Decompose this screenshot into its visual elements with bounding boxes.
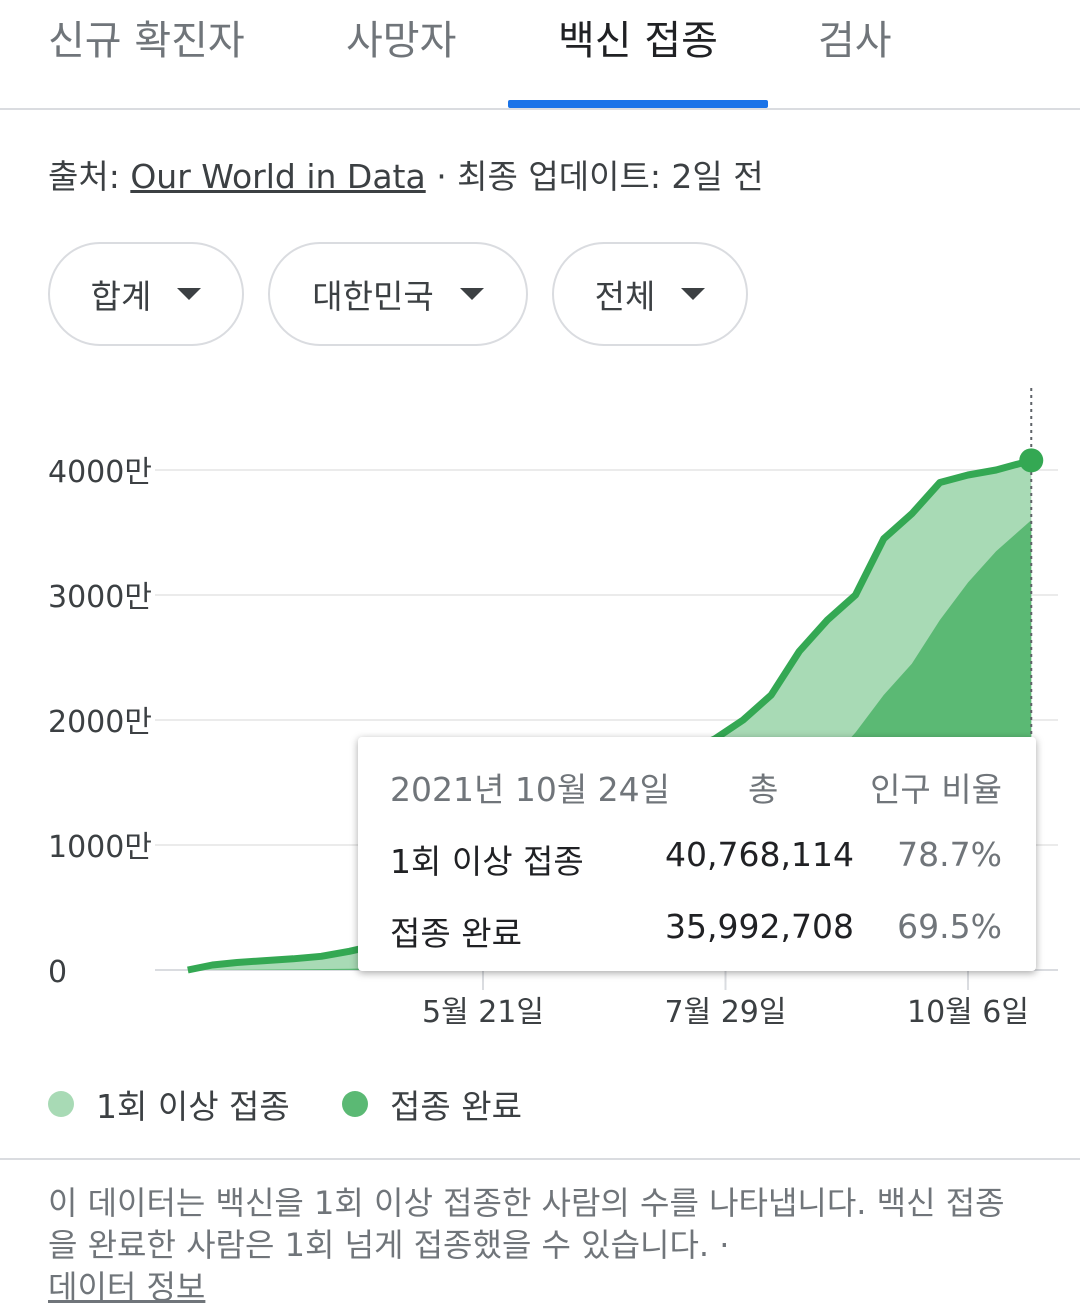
tooltip-date: 2021년 10월 24일 [390, 770, 671, 809]
caret-down-icon [459, 288, 484, 300]
data-note: 이 데이터는 백신을 1회 이상 접종한 사람의 수를 나타냅니다. 백신 접종… [48, 1182, 1028, 1308]
metric-dropdown[interactable]: 합계 [48, 242, 244, 346]
last-updated: · 최종 업데이트: 2일 전 [425, 157, 764, 196]
metric-dropdown-label: 합계 [90, 277, 152, 316]
caret-down-icon [177, 288, 202, 300]
tab-tests[interactable]: 검사 [818, 18, 892, 64]
x-tick-label: 7월 29일 [665, 995, 787, 1030]
y-tick-label: 4000만 [48, 455, 152, 490]
legend-dot-icon [48, 1091, 74, 1117]
country-dropdown-label: 대한민국 [312, 277, 434, 316]
data-info-link[interactable]: 데이터 정보 [48, 1268, 206, 1306]
tooltip-row-ratio: 69.5% [897, 907, 1002, 946]
section-divider [0, 1158, 1080, 1160]
population-dropdown-label: 전체 [594, 277, 656, 316]
tab-vaccination[interactable]: 백신 접종 [558, 18, 718, 64]
population-dropdown[interactable]: 전체 [552, 242, 748, 346]
tooltip-row-label: 1회 이상 접종 [390, 842, 584, 881]
legend-item-first-dose[interactable]: 1회 이상 접종 [48, 1080, 290, 1128]
source-link[interactable]: Our World in Data [130, 157, 426, 196]
data-note-text: 이 데이터는 백신을 1회 이상 접종한 사람의 수를 나타냅니다. 백신 접종… [48, 1184, 1005, 1264]
y-tick-label: 2000만 [48, 705, 152, 740]
y-tick-label: 0 [48, 955, 67, 990]
chart-tooltip: 2021년 10월 24일 총 인구 비율 1회 이상 접종 40,768,11… [358, 737, 1036, 971]
source-line: 출처: Our World in Data · 최종 업데이트: 2일 전 [48, 150, 764, 198]
tab-deaths[interactable]: 사망자 [346, 18, 457, 64]
tab-new-cases[interactable]: 신규 확진자 [48, 18, 245, 64]
legend-label: 1회 이상 접종 [96, 1087, 290, 1126]
legend-dot-icon [342, 1091, 368, 1117]
tab-bar: 신규 확진자 사망자 백신 접종 검사 [0, 0, 1080, 110]
y-tick-label: 3000만 [48, 580, 152, 615]
data-point-marker [1019, 448, 1044, 473]
source-prefix: 출처: [48, 157, 131, 196]
caret-down-icon [681, 288, 706, 300]
y-tick-label: 1000만 [48, 830, 152, 865]
x-tick-label: 10월 6일 [907, 995, 1029, 1030]
tooltip-row-ratio: 78.7% [897, 835, 1002, 874]
country-dropdown[interactable]: 대한민국 [268, 242, 528, 346]
tooltip-ratio-header: 인구 비율 [870, 770, 1002, 809]
tooltip-total-header: 총 [748, 770, 779, 809]
tooltip-row-label: 접종 완료 [390, 914, 522, 953]
active-tab-indicator [508, 100, 768, 108]
legend-label: 접종 완료 [390, 1087, 522, 1126]
tooltip-row-total: 35,992,708 [665, 907, 854, 946]
tooltip-row-total: 40,768,114 [665, 835, 854, 874]
legend-item-fully-vaccinated[interactable]: 접종 완료 [342, 1080, 522, 1128]
x-tick-label: 5월 21일 [422, 995, 544, 1030]
